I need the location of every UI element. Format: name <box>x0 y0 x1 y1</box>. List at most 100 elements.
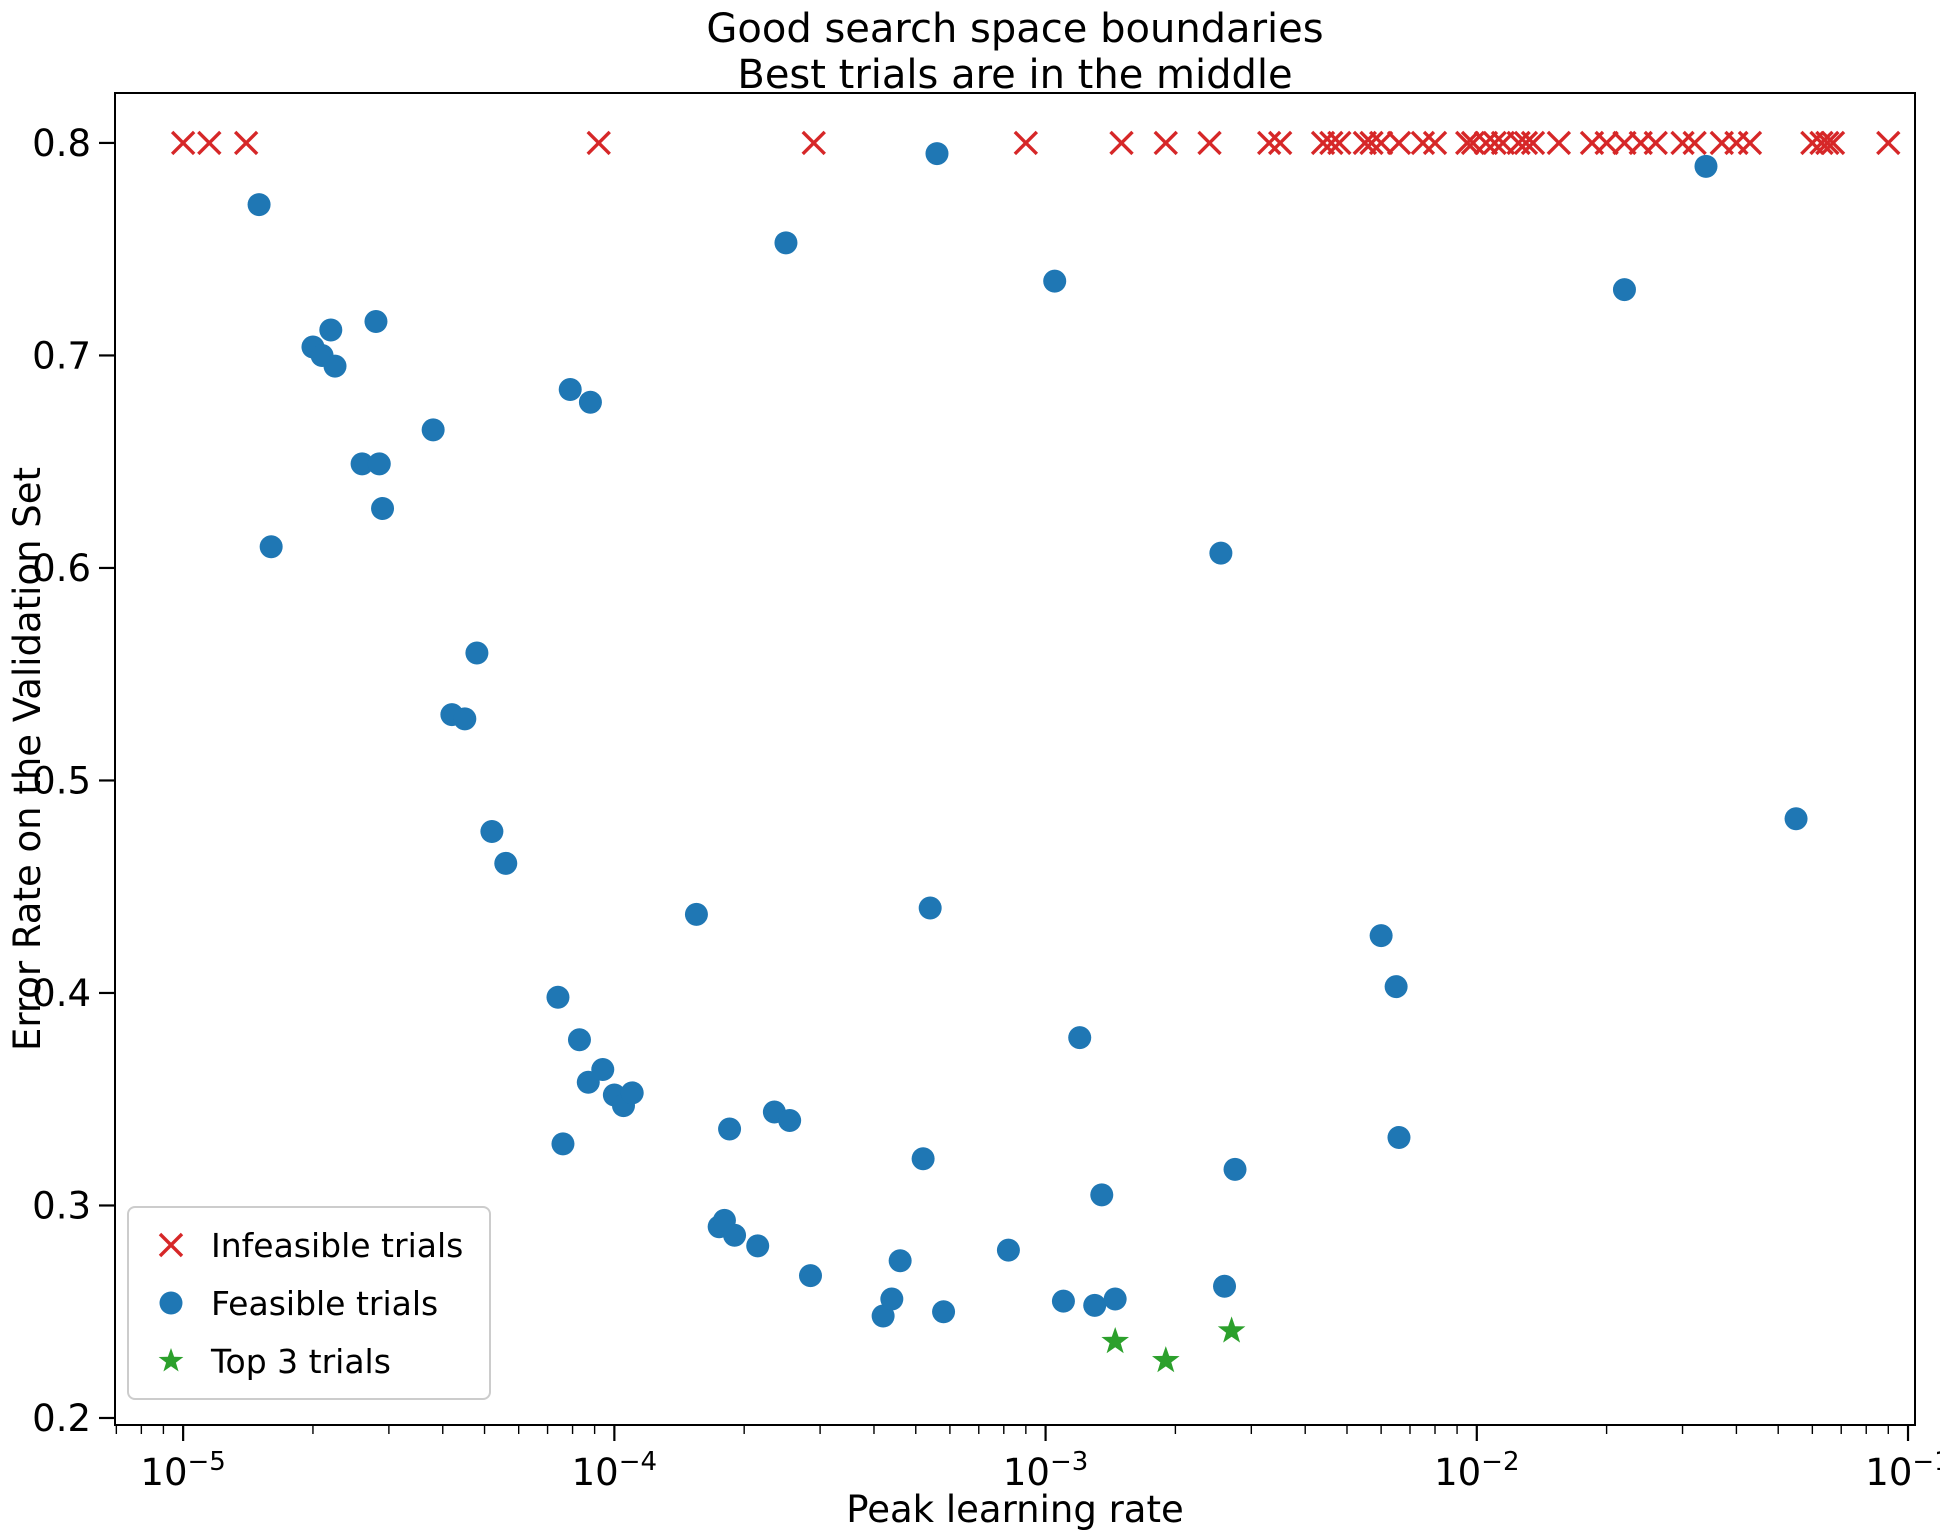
feasible-trial-marker <box>718 1117 742 1141</box>
infeasible-trial-marker <box>1454 130 1480 156</box>
feasible-trial-marker <box>1103 1287 1127 1311</box>
infeasible-trial-marker <box>1153 130 1178 156</box>
infeasible-trial-marker <box>1643 130 1668 156</box>
feasible-trial-marker <box>480 819 504 843</box>
infeasible-trial-marker <box>586 130 611 156</box>
feasible-trial-marker <box>319 318 343 342</box>
y-axis-label: Error Rate on the Validation Set <box>6 467 49 1051</box>
infeasible-trial-marker <box>801 130 826 156</box>
infeasible-trial-marker <box>1809 130 1834 156</box>
blue-circle-marker-icon <box>159 1291 183 1315</box>
feasible-trial-marker <box>578 390 602 414</box>
infeasible-trial-marker <box>1682 130 1707 156</box>
feasible-trial-marker <box>1784 807 1808 831</box>
green-star-shape <box>158 1348 184 1372</box>
chart-title-line1: Good search space boundaries <box>706 6 1323 52</box>
feasible-trial-marker <box>465 641 489 665</box>
blue-circle-shape <box>159 1291 183 1315</box>
feasible-trial-marker <box>371 496 395 520</box>
legend-label-feasible: Feasible trials <box>211 1283 439 1323</box>
feasible-trial-marker <box>1612 278 1636 302</box>
infeasible-trial-marker <box>1594 130 1619 156</box>
infeasible-trial-marker <box>233 130 259 156</box>
infeasible-trial-marker <box>1410 130 1436 156</box>
plot-border <box>114 92 1916 1426</box>
x-axis-label: Peak learning rate <box>846 1488 1183 1531</box>
feasible-trial-marker <box>723 1223 747 1247</box>
infeasible-trial-marker <box>1820 130 1846 156</box>
infeasible-trial-marker <box>1386 130 1412 156</box>
feasible-trial-marker <box>558 377 582 401</box>
feasible-trial-marker <box>1694 154 1718 178</box>
feasible-trial-marker <box>367 452 391 476</box>
y-tick-label: 0.4 <box>32 972 91 1015</box>
feasible-trial-marker <box>1223 1157 1247 1181</box>
infeasible-trial-marker <box>197 130 222 156</box>
infeasible-trial-marker <box>1482 130 1507 156</box>
feasible-trial-marker <box>1369 924 1393 948</box>
y-tick-label: 0.8 <box>32 122 91 165</box>
y-tick-label: 0.7 <box>32 334 91 377</box>
feasible-trial-marker <box>453 707 477 731</box>
feasible-trial-marker <box>350 452 374 476</box>
infeasible-trial-marker <box>1267 130 1293 156</box>
infeasible-trial-marker <box>1520 130 1546 156</box>
x-tick-label: 10−4 <box>572 1447 657 1494</box>
top-trial-marker <box>1217 1316 1246 1343</box>
legend-label-top3: Top 3 trials <box>211 1341 391 1381</box>
infeasible-trial-marker <box>1876 130 1901 156</box>
legend-label-infeasible: Infeasible trials <box>211 1225 464 1265</box>
feasible-trial-marker <box>1051 1289 1075 1313</box>
red-x-stroke-2 <box>158 1232 184 1258</box>
feasible-trial-marker <box>323 354 347 378</box>
legend: Infeasible trials Feasible trials Top 3 … <box>127 1206 492 1400</box>
feasible-trial-marker <box>259 535 283 559</box>
feasible-trial-marker <box>1213 1274 1237 1298</box>
legend-item-top3: Top 3 trials <box>145 1336 463 1386</box>
y-tick-label: 0.2 <box>32 1397 91 1440</box>
feasible-trial-marker <box>620 1081 644 1105</box>
feasible-trial-marker <box>798 1264 822 1288</box>
green-star-marker-icon <box>158 1348 184 1372</box>
infeasible-trial-marker <box>1546 130 1572 156</box>
infeasible-trial-marker <box>1109 130 1134 156</box>
feasible-trial-marker <box>494 851 518 875</box>
feasible-trial-marker <box>918 896 942 920</box>
y-tick-label: 0.5 <box>32 759 91 802</box>
chart-title-line2: Best trials are in the middle <box>737 52 1292 98</box>
infeasible-trial-marker <box>1422 130 1448 156</box>
infeasible-trial-marker <box>1197 130 1222 156</box>
x-tick-label: 10−5 <box>140 1447 225 1494</box>
feasible-trial-marker <box>551 1132 575 1156</box>
feasible-trial-marker <box>911 1147 935 1171</box>
feasible-trial-marker <box>774 231 798 255</box>
infeasible-trial-marker <box>1319 130 1344 156</box>
feasible-trial-marker <box>746 1234 770 1258</box>
infeasible-trial-marker <box>1327 130 1352 156</box>
feasible-trial-marker <box>364 309 388 333</box>
feasible-trial-marker <box>567 1028 591 1052</box>
feasible-trial-marker <box>925 142 949 166</box>
feasible-trial-marker <box>778 1108 802 1132</box>
infeasible-trial-marker <box>1670 130 1695 156</box>
feasible-trial-marker <box>1209 541 1233 565</box>
feasible-trial-marker <box>996 1238 1020 1262</box>
feasible-trial-marker <box>880 1287 904 1311</box>
x-tick-label: 10−2 <box>1434 1447 1519 1494</box>
feasible-trial-marker <box>888 1249 912 1273</box>
feasible-trial-marker <box>1090 1183 1114 1207</box>
feasible-trial-marker <box>1083 1293 1107 1317</box>
feasible-trial-marker <box>546 985 570 1009</box>
infeasible-trial-marker <box>1737 130 1763 156</box>
feasible-trial-marker <box>871 1304 895 1328</box>
infeasible-trial-marker <box>1368 130 1394 156</box>
top-trial-marker <box>1101 1327 1129 1354</box>
infeasible-trial-marker <box>1013 130 1039 156</box>
red-x-marker-icon <box>158 1232 184 1258</box>
infeasible-trial-marker <box>1513 130 1539 156</box>
legend-item-feasible: Feasible trials <box>145 1278 463 1328</box>
top-trial-marker <box>1152 1346 1180 1373</box>
y-tick-label: 0.6 <box>32 547 91 590</box>
